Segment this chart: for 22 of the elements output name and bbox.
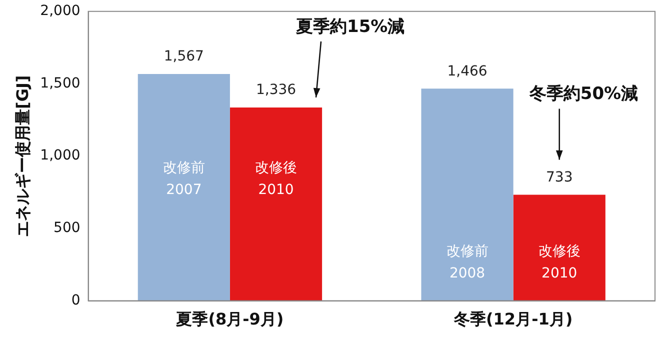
bar	[421, 88, 514, 301]
y-tick-label: 1,000	[40, 148, 80, 164]
x-tick-label: 冬季(12月-1月)	[452, 310, 573, 329]
y-tick-label: 500	[54, 220, 80, 236]
data-label: 1,466	[447, 63, 488, 80]
data-label: 1,336	[256, 82, 296, 98]
annotation: 改修後 2010	[538, 243, 580, 282]
y-tick-label: 0	[71, 292, 80, 308]
data-label: 733	[546, 169, 573, 186]
annotation: 夏季約15%減	[295, 16, 405, 37]
data-label: 1,567	[164, 48, 204, 65]
annotation: 冬季約50%減	[528, 84, 638, 104]
x-tick-label: 夏季(8月-9月)	[175, 310, 284, 329]
bar	[138, 74, 230, 301]
y-axis-title: エネルギー使用量[GJ]	[12, 75, 32, 237]
bar	[513, 194, 606, 301]
y-tick-label: 2,000	[40, 3, 80, 20]
annotation: 改修前 2007	[162, 160, 205, 198]
y-tick-label: 1,500	[40, 75, 80, 92]
bar	[230, 107, 322, 301]
annotation: 改修前 2008	[446, 243, 488, 282]
annotation: 改修後 2010	[255, 160, 298, 198]
